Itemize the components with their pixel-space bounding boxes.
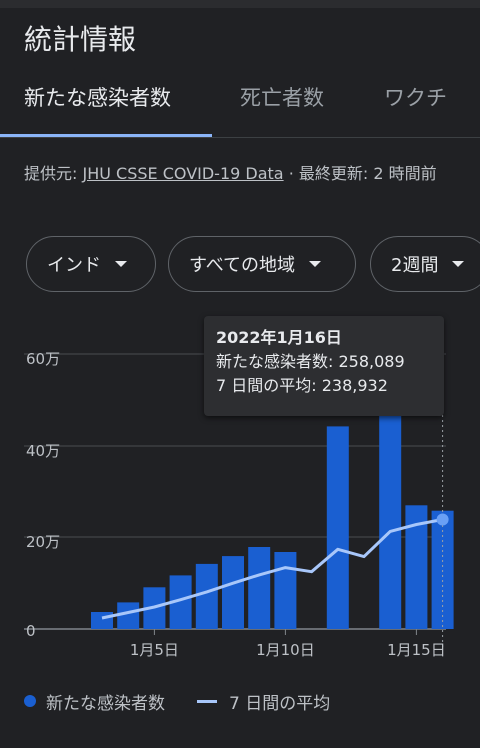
tab-bar: 新たな感染者数 死亡者数 ワクチ — [0, 82, 480, 138]
selected-point-marker — [436, 513, 449, 526]
tooltip-new-cases: 新たな感染者数: 258,089 — [216, 352, 405, 371]
tab-vaccines[interactable]: ワクチ — [384, 86, 447, 110]
active-tab-indicator — [0, 134, 212, 137]
bar-legend-dot-icon — [24, 695, 36, 707]
bar[interactable] — [169, 575, 192, 629]
y-tick-label: 60万 — [26, 350, 60, 368]
source-prefix: 提供元: — [24, 164, 83, 183]
x-tick-label: 1月10日 — [256, 641, 315, 659]
chevron-down-icon — [309, 261, 322, 267]
bar[interactable] — [405, 505, 428, 630]
bar[interactable] — [274, 552, 297, 629]
source-link[interactable]: JHU CSSE COVID-19 Data — [82, 164, 284, 183]
last-updated: · 最終更新: 2 時間前 — [283, 164, 437, 183]
chart-legend: 新たな感染者数 7 日間の平均 — [24, 686, 330, 716]
period-dropdown[interactable]: 2週間 — [370, 236, 480, 292]
x-axis-labels: 1月5日 1月10日 1月15日 — [130, 629, 446, 659]
bar[interactable] — [195, 563, 218, 629]
legend-new-cases: 新たな感染者数 — [46, 693, 165, 714]
country-label: インド — [47, 255, 101, 276]
bar[interactable] — [248, 547, 271, 629]
tooltip-average: 7 日間の平均: 238,932 — [216, 376, 388, 395]
period-label: 2週間 — [391, 255, 439, 276]
bar[interactable] — [91, 612, 113, 629]
x-tick-label: 1月5日 — [130, 641, 179, 659]
page-title: 統計情報 — [24, 23, 137, 56]
bar[interactable] — [222, 556, 244, 629]
top-strip — [0, 0, 480, 8]
region-dropdown[interactable]: すべての地域 — [168, 236, 356, 292]
chart-tooltip: 2022年1月16日 新たな感染者数: 258,089 7 日間の平均: 238… — [204, 316, 444, 416]
x-tick-label: 1月15日 — [387, 641, 446, 659]
bar[interactable] — [379, 408, 402, 629]
source-info: 提供元: JHU CSSE COVID-19 Data · 最終更新: 2 時間… — [24, 162, 464, 186]
tab-new-cases[interactable]: 新たな感染者数 — [24, 86, 171, 110]
y-tick-label: 40万 — [26, 442, 60, 460]
y-tick-label: 20万 — [26, 533, 60, 551]
bars — [91, 408, 454, 630]
average-line — [101, 518, 443, 620]
country-dropdown[interactable]: インド — [26, 236, 156, 292]
legend-average: 7 日間の平均 — [229, 693, 331, 714]
tabs-divider — [0, 137, 480, 138]
line-legend-icon — [197, 699, 217, 703]
y-axis-labels: 60万 40万 20万 0 — [26, 350, 60, 640]
region-label: すべての地域 — [189, 255, 296, 276]
chevron-down-icon — [115, 261, 127, 267]
chevron-down-icon — [452, 261, 465, 267]
y-tick-label: 0 — [26, 622, 36, 640]
tooltip-date: 2022年1月16日 — [216, 328, 342, 347]
average-line-group — [101, 320, 449, 649]
tab-deaths[interactable]: 死亡者数 — [240, 86, 324, 110]
cases-chart[interactable]: 60万 40万 20万 0 1月5日 1月10日 1月15日 — [0, 310, 480, 690]
bar[interactable] — [431, 510, 454, 629]
bar[interactable] — [117, 602, 140, 629]
bar[interactable] — [326, 426, 349, 629]
